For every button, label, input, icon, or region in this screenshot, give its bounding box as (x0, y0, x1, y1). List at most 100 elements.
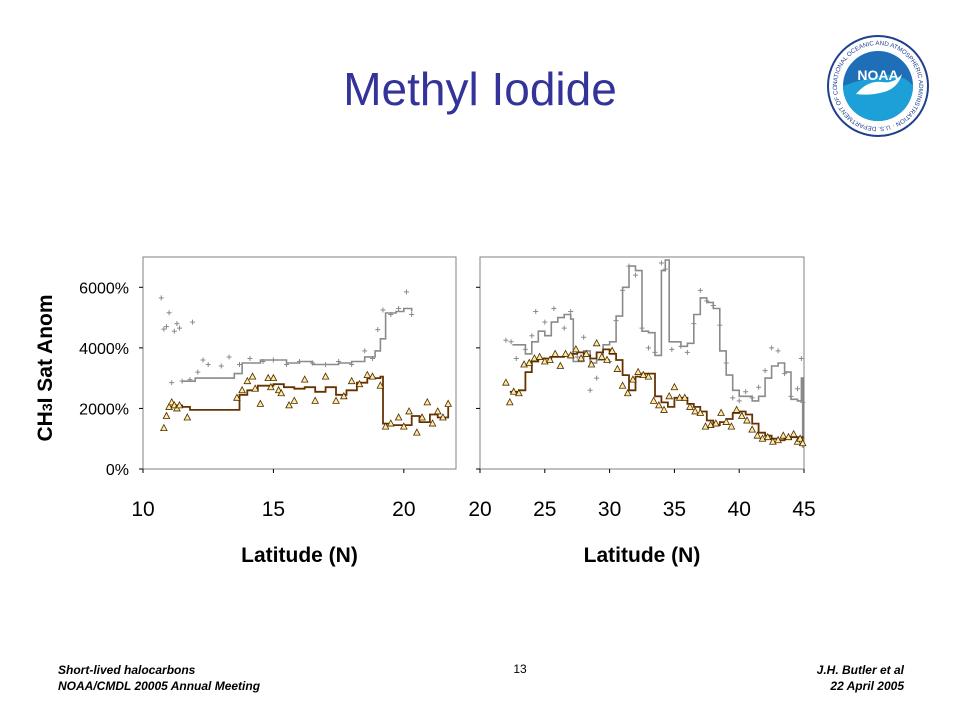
plus-marker (349, 362, 355, 368)
x-tick-label: 15 (262, 498, 285, 521)
triangle-marker (376, 381, 385, 389)
plus-marker (237, 362, 243, 368)
triangle-marker (269, 373, 278, 382)
triangle-marker (444, 399, 453, 407)
triangle-marker (439, 413, 447, 421)
triangle-marker (368, 372, 377, 380)
plus-marker (587, 387, 593, 393)
triangle-marker (798, 438, 807, 447)
triangle-marker (691, 407, 700, 415)
x-tick-label: 35 (663, 498, 686, 521)
plus-marker (717, 322, 723, 328)
triangle-marker (277, 388, 286, 397)
triangle-marker (686, 402, 694, 410)
plus-marker (639, 325, 645, 331)
triangle-marker (796, 434, 804, 442)
footer-right-line-1: J.H. Butler et al (816, 663, 904, 677)
triangle-marker (566, 351, 575, 359)
plus-marker (626, 263, 632, 269)
footer-left-line-2: NOAA/CMDL 20005 Annual Meeting (58, 679, 261, 693)
plus-marker (190, 319, 196, 325)
plus-marker (503, 337, 509, 343)
plus-marker (697, 287, 703, 293)
triangle-marker (644, 372, 653, 380)
y-tick-label: 0% (106, 462, 129, 479)
x-tick-label: 20 (468, 498, 491, 521)
plus-marker (678, 343, 684, 349)
triangle-marker (603, 355, 611, 363)
plus-marker (533, 309, 539, 315)
triangle-marker (546, 355, 554, 363)
page-number: 13 (513, 662, 527, 676)
triangle-marker (639, 370, 648, 379)
triangle-marker (649, 396, 658, 404)
triangle-marker (363, 370, 372, 379)
plus-marker (370, 355, 376, 361)
triangle-marker (665, 391, 674, 400)
plus-marker (749, 395, 755, 401)
triangle-marker (572, 345, 580, 353)
plus-marker (247, 355, 253, 361)
plus-marker (620, 287, 626, 293)
plus-marker (171, 328, 177, 334)
triangle-marker (696, 408, 705, 416)
triangle-marker (502, 378, 510, 386)
triangle-marker (551, 349, 560, 357)
plus-marker (380, 307, 386, 313)
plus-marker (594, 375, 600, 381)
triangle-marker (355, 379, 364, 388)
plus-marker (508, 339, 514, 345)
y-axis-label-main: CH (34, 411, 57, 441)
y-axis-label-rest: I Sat Anom (34, 294, 57, 403)
triangle-marker (577, 354, 585, 362)
triangle-marker (413, 428, 421, 436)
footer-left-line-1: Short-lived halocarbons (58, 663, 196, 677)
plus-marker (522, 346, 528, 352)
footer-left: Short-lived halocarbons NOAA/CMDL 20005 … (58, 662, 260, 694)
plus-marker (396, 305, 402, 311)
plus-marker (166, 310, 172, 316)
triangle-marker (774, 435, 782, 444)
x-tick-label: 30 (598, 498, 621, 521)
plus-marker (574, 354, 580, 360)
triangle-marker (618, 381, 627, 389)
triangle-marker (347, 376, 356, 385)
triangle-marker (311, 396, 320, 404)
triangle-marker (629, 375, 637, 383)
triangle-marker (251, 384, 260, 392)
triangle-marker (670, 382, 679, 391)
plus-marker (179, 378, 185, 384)
plus-marker (161, 326, 167, 332)
plus-marker (652, 349, 658, 355)
triangle-marker (423, 398, 432, 406)
y-tick-label: 6000% (79, 280, 129, 297)
plus-marker (169, 380, 175, 386)
triangle-marker (737, 411, 746, 419)
triangle-marker (256, 399, 265, 407)
plus-marker (163, 324, 169, 330)
plus-marker (542, 319, 548, 325)
triangle-marker (680, 393, 689, 401)
noaa-logo: NOAA NATIONAL OCEANIC AND ATMOSPHERIC AD… (823, 29, 930, 143)
slide-title: Methyl Iodide (343, 63, 617, 115)
plus-marker (788, 393, 794, 399)
plus-marker (297, 358, 302, 364)
triangle-marker (285, 401, 293, 409)
plus-marker (323, 362, 329, 368)
plus-marker (200, 357, 206, 363)
series-line-gray (512, 259, 804, 448)
triangle-marker (160, 423, 168, 432)
x-tick-label: 10 (131, 498, 154, 521)
plus-marker (218, 363, 224, 369)
triangle-marker (722, 417, 731, 425)
plus-marker (158, 295, 164, 301)
triangle-marker (654, 401, 663, 409)
triangle-marker (175, 401, 184, 409)
plus-marker (551, 305, 557, 311)
triangle-marker (290, 396, 299, 404)
plus-marker (187, 377, 193, 383)
x-tick-label: 45 (792, 498, 815, 521)
triangle-marker (399, 422, 408, 430)
plus-marker (736, 398, 742, 404)
plus-marker (581, 334, 587, 340)
